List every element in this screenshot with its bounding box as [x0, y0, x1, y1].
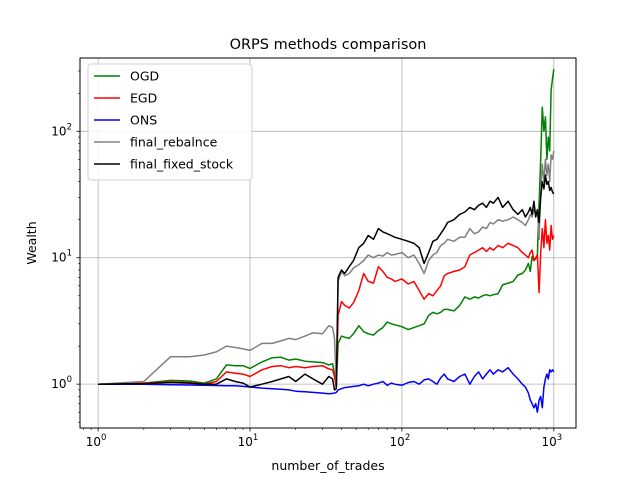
x-tick-label-0: 100	[86, 433, 107, 449]
plot-lines	[98, 69, 555, 413]
legend-label-2: ONS	[130, 113, 157, 128]
x-axis-label: number_of_trades	[271, 458, 384, 473]
plot-frame	[79, 57, 577, 429]
series-line-egd	[98, 218, 555, 388]
x-ticks: 100 101 102 103	[83, 428, 562, 449]
series-line-final-rebalnce	[98, 150, 555, 385]
y-axis-label: Wealth	[24, 221, 39, 264]
series-line-final-fixed-stock	[98, 174, 555, 391]
legend-label-1: EGD	[130, 91, 157, 106]
x-tick-label-1: 101	[238, 433, 259, 449]
x-tick-label-2: 102	[390, 433, 411, 449]
series-line-ons	[98, 366, 555, 413]
chart-title: ORPS methods comparison	[230, 37, 427, 53]
y-tick-label-2: 102	[51, 122, 72, 138]
x-tick-label-3: 103	[541, 433, 562, 449]
legend-label-0: OGD	[130, 69, 159, 84]
y-ticks: 100 101 102	[51, 70, 80, 423]
y-tick-label-0: 100	[51, 375, 72, 391]
y-tick-label-1: 101	[51, 249, 72, 265]
legend: OGD EGD ONS final_rebalnce final_fixed_stock	[87, 63, 253, 181]
legend-label-3: final_rebalnce	[130, 135, 218, 150]
legend-box	[87, 63, 253, 181]
legend-label-4: final_fixed_stock	[130, 157, 234, 172]
